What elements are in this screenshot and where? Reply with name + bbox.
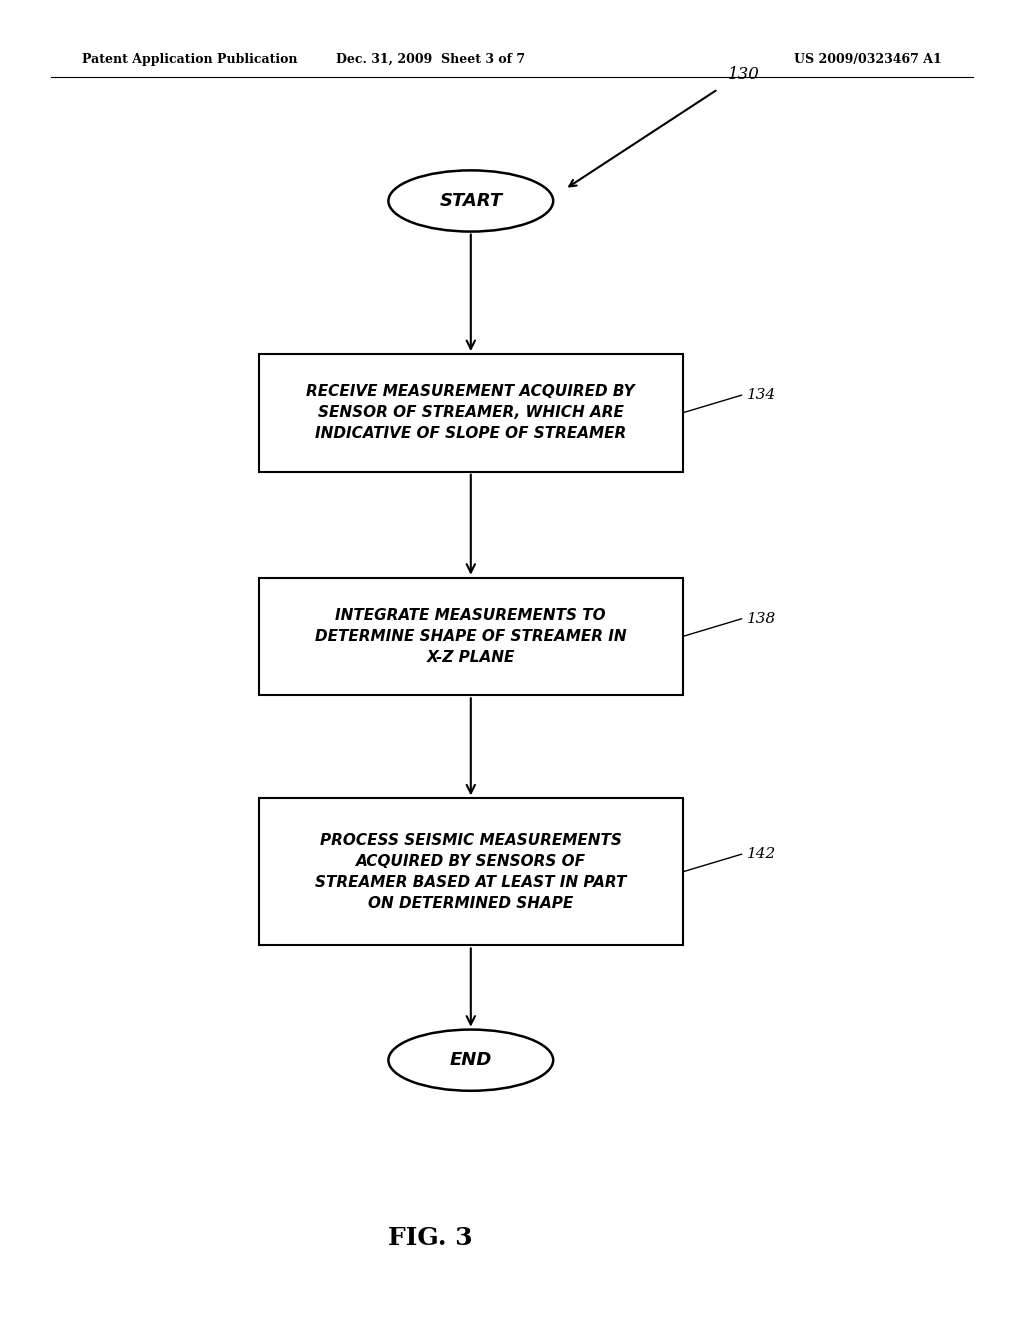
Text: RECEIVE MEASUREMENT ACQUIRED BY
SENSOR OF STREAMER, WHICH ARE
INDICATIVE OF SLOP: RECEIVE MEASUREMENT ACQUIRED BY SENSOR O… [306, 384, 635, 441]
Ellipse shape [388, 170, 553, 231]
Text: FIG. 3: FIG. 3 [388, 1226, 472, 1250]
Bar [259, 354, 683, 471]
Text: START: START [439, 191, 503, 210]
Text: INTEGRATE MEASUREMENTS TO
DETERMINE SHAPE OF STREAMER IN
X-Z PLANE: INTEGRATE MEASUREMENTS TO DETERMINE SHAP… [315, 609, 627, 665]
Text: US 2009/0323467 A1: US 2009/0323467 A1 [795, 53, 942, 66]
Text: 138: 138 [748, 611, 776, 626]
Text: Patent Application Publication: Patent Application Publication [82, 53, 297, 66]
Bar [259, 799, 683, 945]
Text: Dec. 31, 2009  Sheet 3 of 7: Dec. 31, 2009 Sheet 3 of 7 [336, 53, 524, 66]
Ellipse shape [388, 1030, 553, 1090]
Text: 134: 134 [748, 388, 776, 403]
Text: 142: 142 [748, 847, 776, 861]
Bar [259, 578, 683, 696]
Text: 130: 130 [727, 66, 759, 83]
Text: END: END [450, 1051, 492, 1069]
Text: PROCESS SEISMIC MEASUREMENTS
ACQUIRED BY SENSORS OF
STREAMER BASED AT LEAST IN P: PROCESS SEISMIC MEASUREMENTS ACQUIRED BY… [315, 833, 627, 911]
